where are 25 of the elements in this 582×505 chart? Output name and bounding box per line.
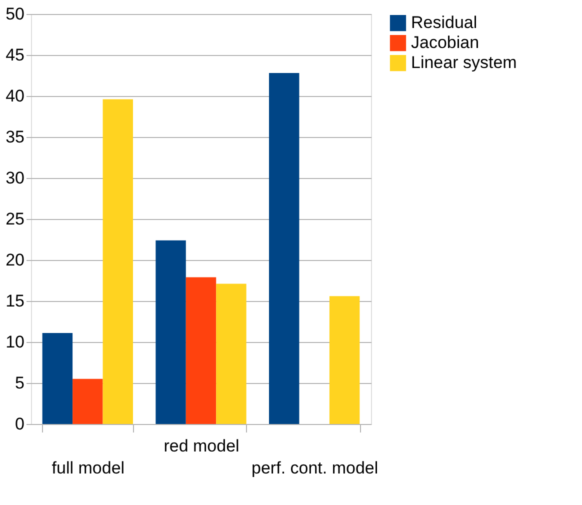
y-tick-label: 20: [6, 250, 24, 270]
legend-label: Linear system: [411, 53, 517, 72]
y-tick-label: 10: [6, 332, 24, 352]
bar: [102, 99, 133, 424]
bar: [216, 284, 246, 424]
y-tick-label: 30: [6, 168, 24, 188]
legend-label: Residual: [411, 13, 478, 32]
x-tick-label: perf. cont. model: [252, 458, 378, 478]
y-tick-label: 0: [15, 414, 24, 434]
bar: [269, 73, 300, 424]
bar: [186, 277, 216, 424]
x-tick-label: red model: [164, 436, 240, 456]
bar: [156, 240, 186, 424]
y-tick-label: 40: [6, 86, 24, 106]
bar: [42, 332, 73, 424]
y-tick-label: 45: [6, 46, 24, 64]
bar: [72, 378, 103, 424]
x-tick-label: full model: [52, 458, 125, 478]
legend-label: Jacobian: [411, 33, 480, 52]
bar: [329, 296, 360, 424]
y-tick-label: 50: [6, 4, 24, 24]
y-tick-label: 35: [6, 128, 24, 146]
y-tick-label: 15: [6, 292, 24, 310]
y-tick-label: 5: [15, 374, 24, 392]
y-tick-label: 25: [6, 210, 24, 228]
